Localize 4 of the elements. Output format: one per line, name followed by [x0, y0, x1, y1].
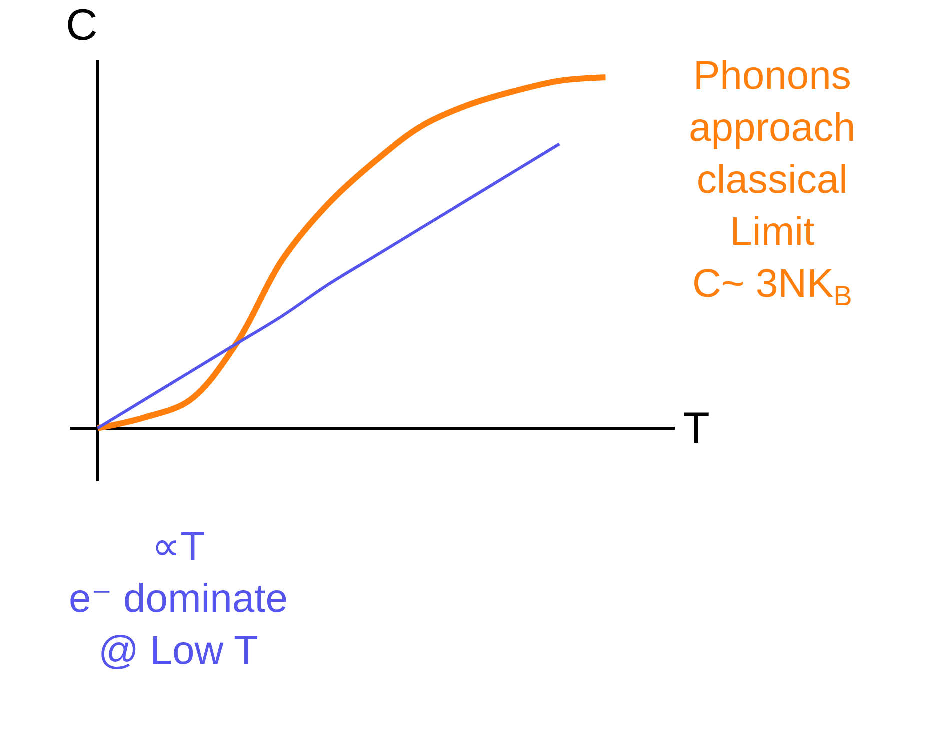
text: ∝T e⁻ dominate @ Low T [69, 525, 288, 673]
y-axis-title: C [66, 1, 98, 50]
x-axis-title: T [683, 404, 710, 453]
text: Phonons approach classical Limit C~ 3NK$_{B}$ [689, 54, 856, 312]
